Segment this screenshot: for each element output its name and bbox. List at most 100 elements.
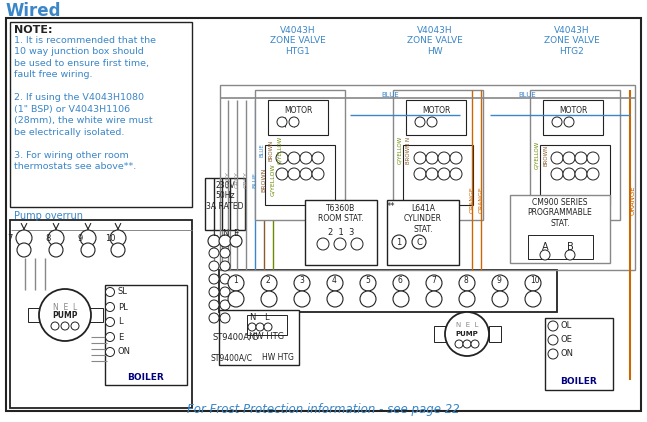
Circle shape (551, 168, 563, 180)
Circle shape (327, 275, 343, 291)
Bar (510, 195, 610, 263)
Circle shape (351, 238, 363, 250)
Text: BROWN: BROWN (543, 144, 549, 165)
Text: ORANGE: ORANGE (470, 187, 474, 214)
Text: L641A
CYLINDER
STAT.: L641A CYLINDER STAT. (404, 204, 442, 234)
Circle shape (426, 275, 442, 291)
Circle shape (276, 152, 288, 164)
Circle shape (261, 275, 277, 291)
Circle shape (360, 275, 376, 291)
Circle shape (327, 291, 343, 307)
Circle shape (105, 303, 115, 311)
Bar (28, 308, 42, 322)
Text: V4043H
ZONE VALVE
HTG1: V4043H ZONE VALVE HTG1 (270, 26, 326, 56)
Text: 1. It is recommended that the
10 way junction box should
be used to ensure first: 1. It is recommended that the 10 way jun… (14, 36, 156, 171)
Text: ORANGE: ORANGE (479, 187, 483, 214)
Text: SL: SL (118, 287, 128, 297)
Text: N  E  L: N E L (455, 322, 478, 328)
Circle shape (392, 235, 406, 249)
Text: BLUE: BLUE (259, 143, 265, 157)
Text: MOTOR: MOTOR (559, 106, 587, 114)
Circle shape (17, 243, 31, 257)
Circle shape (459, 275, 475, 291)
Circle shape (334, 238, 346, 250)
Circle shape (230, 235, 242, 247)
Bar (268, 100, 328, 135)
Circle shape (209, 248, 219, 258)
Circle shape (220, 274, 230, 284)
Text: L: L (264, 313, 269, 322)
Bar (434, 326, 446, 342)
Text: PL: PL (118, 303, 127, 311)
Circle shape (587, 152, 599, 164)
Circle shape (105, 287, 115, 297)
Text: Pump overrun: Pump overrun (14, 211, 83, 221)
Text: MOTOR: MOTOR (284, 106, 313, 114)
Bar (403, 145, 473, 205)
Circle shape (105, 347, 115, 357)
Text: V4043H
ZONE VALVE
HTG2: V4043H ZONE VALVE HTG2 (544, 26, 600, 56)
Text: GREY: GREY (226, 172, 230, 189)
Circle shape (426, 152, 438, 164)
Circle shape (288, 152, 300, 164)
Text: ON: ON (118, 347, 131, 357)
Text: OL: OL (561, 322, 572, 330)
Text: CM900 SERIES
PROGRAMMABLE
STAT.: CM900 SERIES PROGRAMMABLE STAT. (527, 198, 593, 228)
Circle shape (39, 289, 91, 341)
Circle shape (317, 238, 329, 250)
Text: For Frost Protection information - see page 22: For Frost Protection information - see p… (186, 403, 459, 416)
Text: MOTOR: MOTOR (422, 106, 450, 114)
Text: T6360B
ROOM STAT.: T6360B ROOM STAT. (318, 204, 364, 223)
Circle shape (552, 117, 562, 127)
Circle shape (209, 274, 219, 284)
Text: 8: 8 (464, 276, 468, 285)
Circle shape (105, 333, 115, 341)
Bar (10, 22, 192, 207)
Circle shape (111, 243, 125, 257)
Text: PUMP: PUMP (52, 311, 78, 320)
Bar (10, 220, 192, 408)
Circle shape (415, 117, 425, 127)
Circle shape (220, 287, 230, 297)
Bar (220, 85, 635, 270)
Circle shape (16, 230, 32, 246)
Circle shape (277, 117, 287, 127)
Text: G/YELLOW: G/YELLOW (278, 136, 283, 164)
Circle shape (450, 168, 462, 180)
Text: 10: 10 (105, 233, 115, 243)
Bar (489, 326, 501, 342)
Text: BLUE: BLUE (518, 92, 536, 98)
Text: BROWN N: BROWN N (406, 136, 411, 164)
Text: GREY: GREY (243, 172, 248, 189)
Text: C: C (416, 238, 422, 246)
Circle shape (438, 168, 450, 180)
Bar (89, 308, 103, 322)
Circle shape (256, 323, 264, 331)
Circle shape (412, 235, 426, 249)
Text: N: N (249, 313, 255, 322)
Circle shape (276, 168, 288, 180)
Text: V4043H
ZONE VALVE
HW: V4043H ZONE VALVE HW (407, 26, 463, 56)
Text: HW HTG: HW HTG (262, 354, 294, 362)
Text: 10: 10 (530, 276, 540, 285)
Text: 6: 6 (398, 276, 403, 285)
Text: N: N (222, 228, 228, 238)
Circle shape (360, 291, 376, 307)
Bar (387, 200, 459, 265)
Circle shape (294, 275, 310, 291)
Text: 230V
50Hz
3A RATED: 230V 50Hz 3A RATED (206, 181, 244, 211)
Bar (205, 178, 245, 230)
Bar (540, 145, 610, 205)
Circle shape (220, 248, 230, 258)
Circle shape (445, 312, 489, 356)
Circle shape (228, 275, 244, 291)
Text: G/YELLOW: G/YELLOW (270, 164, 276, 196)
Circle shape (219, 235, 231, 247)
Text: A: A (542, 242, 548, 252)
Circle shape (61, 322, 69, 330)
Text: BLUE: BLUE (252, 172, 258, 188)
Text: 8: 8 (45, 233, 50, 243)
Text: 5: 5 (365, 276, 370, 285)
Circle shape (548, 349, 558, 359)
Circle shape (228, 291, 244, 307)
